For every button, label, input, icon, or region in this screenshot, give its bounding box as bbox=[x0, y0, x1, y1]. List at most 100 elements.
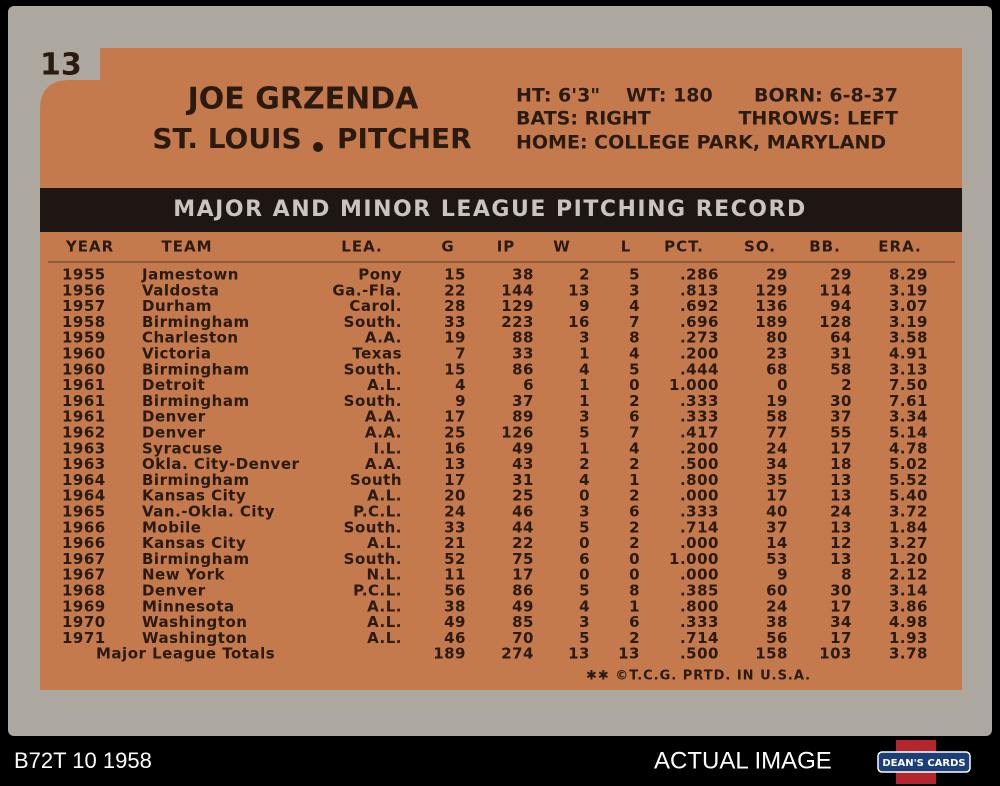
table-cell: 3 bbox=[579, 503, 590, 521]
table-cell: 80 bbox=[766, 329, 788, 347]
table-cell: 1971 bbox=[62, 629, 106, 647]
table-cell: 60 bbox=[766, 582, 788, 600]
table-cell: 2 bbox=[841, 376, 852, 394]
bio-home: HOME: COLLEGE PARK, MARYLAND bbox=[516, 132, 886, 154]
table-cell: A.L. bbox=[367, 376, 402, 394]
table-cell: South bbox=[350, 471, 402, 489]
table-cell: 3 bbox=[579, 613, 590, 631]
table-cell: 56 bbox=[766, 629, 788, 647]
table-cell: 17 bbox=[512, 566, 534, 584]
table-cell: 9 bbox=[777, 566, 788, 584]
card-number: 13 bbox=[40, 48, 82, 83]
table-cell: 3 bbox=[579, 408, 590, 426]
table-cell: 4 bbox=[579, 471, 590, 489]
table-cell: .000 bbox=[680, 566, 719, 584]
table-cell: 33 bbox=[444, 518, 466, 536]
table-cell: .333 bbox=[680, 503, 719, 521]
table-cell: 0 bbox=[629, 376, 640, 394]
column-header: SO. bbox=[744, 238, 776, 256]
table-cell: .385 bbox=[680, 582, 719, 600]
table-cell: 15 bbox=[444, 360, 466, 378]
table-cell: .200 bbox=[680, 345, 719, 363]
table-cell: 38 bbox=[512, 266, 534, 284]
table-cell: 40 bbox=[766, 503, 788, 521]
table-cell: 33 bbox=[444, 313, 466, 331]
table-cell: 1959 bbox=[62, 329, 106, 347]
table-cell: 37 bbox=[512, 392, 534, 410]
table-cell: 128 bbox=[819, 313, 852, 331]
table-cell: 7.61 bbox=[889, 392, 928, 410]
totals-cell: 189 bbox=[433, 645, 466, 663]
table-cell: 13 bbox=[830, 471, 852, 489]
totals-cell: 274 bbox=[501, 645, 534, 663]
table-cell: Jamestown bbox=[141, 266, 239, 284]
totals-cell: .500 bbox=[680, 645, 719, 663]
table-cell: 24 bbox=[766, 597, 788, 615]
table-cell: 58 bbox=[830, 360, 852, 378]
table-cell: 2 bbox=[629, 392, 640, 410]
table-cell: 4 bbox=[455, 376, 466, 394]
table-cell: 1.000 bbox=[669, 376, 719, 394]
table-cell: 44 bbox=[512, 518, 534, 536]
table-cell: 13 bbox=[568, 281, 590, 299]
table-cell: 1964 bbox=[62, 487, 106, 505]
column-header: L bbox=[621, 238, 632, 256]
table-cell: 24 bbox=[444, 503, 466, 521]
table-cell: 88 bbox=[512, 329, 534, 347]
table-cell: Birmingham bbox=[142, 550, 250, 568]
table-cell: P.C.L. bbox=[353, 582, 402, 600]
table-cell: A.A. bbox=[365, 408, 402, 426]
column-header: TEAM bbox=[161, 238, 212, 256]
table-cell: 17 bbox=[830, 629, 852, 647]
table-cell: 55 bbox=[830, 424, 852, 442]
table-cell: 1955 bbox=[62, 266, 106, 284]
table-title: MAJOR AND MINOR LEAGUE PITCHING RECORD bbox=[173, 197, 806, 222]
table-cell: 2 bbox=[629, 534, 640, 552]
table-cell: 85 bbox=[512, 613, 534, 631]
table-cell: Denver bbox=[142, 424, 206, 442]
table-cell: Charleston bbox=[142, 329, 239, 347]
table-cell: 22 bbox=[512, 534, 534, 552]
logo-badge bbox=[877, 751, 971, 773]
column-header: ERA. bbox=[878, 238, 921, 256]
table-cell: 1961 bbox=[62, 392, 106, 410]
table-cell: 0 bbox=[777, 376, 788, 394]
table-cell: 5.52 bbox=[889, 471, 928, 489]
table-cell: 4 bbox=[629, 345, 640, 363]
table-cell: Van.-Okla. City bbox=[142, 503, 275, 521]
table-cell: 1 bbox=[629, 471, 640, 489]
header-panel bbox=[40, 48, 962, 188]
table-cell: Washington bbox=[142, 613, 247, 631]
table-cell: 3.14 bbox=[889, 582, 928, 600]
table-cell: 17 bbox=[766, 487, 788, 505]
table-cell: 7 bbox=[629, 313, 640, 331]
player-position: PITCHER bbox=[337, 122, 472, 155]
table-cell: .200 bbox=[680, 439, 719, 457]
table-cell: 2 bbox=[629, 518, 640, 536]
table-cell: 13 bbox=[830, 550, 852, 568]
table-cell: 5.02 bbox=[889, 455, 928, 473]
table-cell: 86 bbox=[512, 582, 534, 600]
table-cell: 1.20 bbox=[889, 550, 928, 568]
table-cell: 5 bbox=[629, 360, 640, 378]
table-cell: 3.19 bbox=[889, 281, 928, 299]
table-cell: New York bbox=[142, 566, 225, 584]
table-cell: 34 bbox=[766, 455, 788, 473]
table-cell: Washington bbox=[142, 629, 247, 647]
table-cell: 6 bbox=[629, 613, 640, 631]
table-cell: 4 bbox=[579, 360, 590, 378]
table-cell: 2 bbox=[579, 266, 590, 284]
table-cell: 5 bbox=[579, 582, 590, 600]
table-cell: 1961 bbox=[62, 408, 106, 426]
title-banner bbox=[40, 188, 962, 232]
table-cell: 68 bbox=[766, 360, 788, 378]
table-cell: 1966 bbox=[62, 534, 106, 552]
table-cell: 1 bbox=[629, 597, 640, 615]
table-cell: 129 bbox=[755, 281, 788, 299]
table-cell: Kansas City bbox=[142, 534, 246, 552]
table-cell: 15 bbox=[444, 266, 466, 284]
table-cell: 1963 bbox=[62, 455, 106, 473]
table-cell: 1964 bbox=[62, 471, 106, 489]
